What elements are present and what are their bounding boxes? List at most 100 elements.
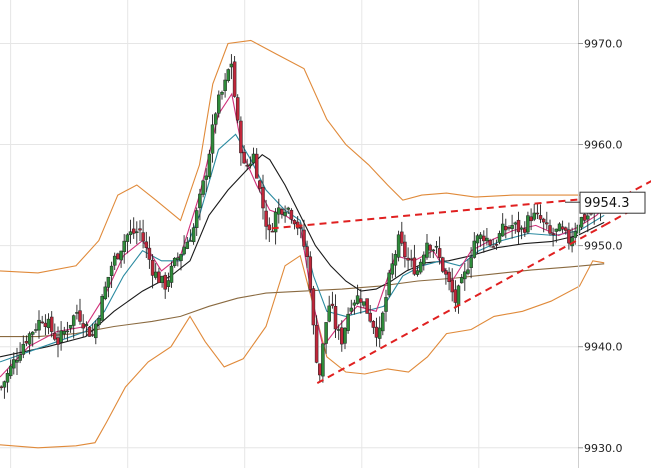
candle[interactable] bbox=[384, 289, 388, 322]
candle[interactable] bbox=[346, 307, 350, 334]
candle[interactable] bbox=[5, 369, 10, 393]
candle[interactable] bbox=[172, 257, 177, 268]
candle[interactable] bbox=[343, 327, 347, 350]
candle[interactable] bbox=[97, 315, 101, 329]
candle[interactable] bbox=[53, 323, 57, 342]
candle[interactable] bbox=[116, 252, 120, 260]
candle[interactable] bbox=[349, 299, 354, 315]
candle[interactable] bbox=[150, 254, 155, 289]
candle[interactable] bbox=[586, 212, 590, 233]
candle[interactable] bbox=[131, 217, 136, 239]
candle[interactable] bbox=[112, 252, 117, 270]
candle[interactable] bbox=[579, 216, 584, 230]
candle[interactable] bbox=[434, 241, 439, 254]
candle[interactable] bbox=[526, 211, 530, 235]
candle[interactable] bbox=[321, 343, 325, 383]
candle[interactable] bbox=[226, 68, 231, 83]
candle[interactable] bbox=[535, 202, 540, 220]
candle[interactable] bbox=[393, 250, 398, 278]
candle[interactable] bbox=[122, 234, 126, 264]
candle[interactable] bbox=[84, 321, 89, 337]
candle[interactable] bbox=[450, 268, 454, 302]
candle[interactable] bbox=[59, 321, 63, 351]
candle[interactable] bbox=[545, 211, 549, 230]
candle[interactable] bbox=[469, 247, 473, 279]
candle[interactable] bbox=[217, 90, 221, 118]
candle[interactable] bbox=[239, 116, 243, 166]
candle[interactable] bbox=[21, 335, 26, 359]
candle[interactable] bbox=[194, 207, 199, 237]
candle[interactable] bbox=[166, 272, 171, 292]
candle[interactable] bbox=[311, 285, 316, 335]
candle[interactable] bbox=[147, 236, 152, 269]
candle[interactable] bbox=[242, 145, 246, 164]
candle[interactable] bbox=[365, 298, 369, 314]
candle[interactable] bbox=[235, 94, 240, 124]
candle[interactable] bbox=[232, 56, 237, 98]
candle[interactable] bbox=[472, 232, 477, 259]
candle[interactable] bbox=[138, 220, 142, 241]
candle[interactable] bbox=[491, 238, 495, 248]
candle[interactable] bbox=[27, 331, 32, 355]
candle[interactable] bbox=[352, 299, 357, 315]
candle[interactable] bbox=[210, 114, 215, 163]
candle[interactable] bbox=[169, 261, 174, 288]
candle[interactable] bbox=[179, 253, 183, 271]
candle[interactable] bbox=[333, 294, 338, 338]
candle[interactable] bbox=[213, 112, 218, 134]
candle[interactable] bbox=[532, 203, 536, 222]
candle[interactable] bbox=[302, 219, 306, 250]
candle[interactable] bbox=[119, 250, 123, 268]
candle[interactable] bbox=[381, 311, 385, 336]
candle[interactable] bbox=[441, 256, 445, 274]
candle[interactable] bbox=[359, 288, 363, 314]
candle[interactable] bbox=[65, 321, 70, 342]
candle[interactable] bbox=[541, 217, 546, 233]
candle[interactable] bbox=[141, 219, 145, 249]
candle[interactable] bbox=[12, 352, 16, 375]
candle[interactable] bbox=[314, 315, 319, 364]
candle[interactable] bbox=[71, 314, 76, 339]
candle[interactable] bbox=[15, 347, 19, 375]
candle[interactable] bbox=[485, 228, 489, 246]
candles[interactable] bbox=[0, 54, 606, 399]
candle[interactable] bbox=[305, 240, 309, 269]
candle[interactable] bbox=[207, 149, 212, 179]
candle[interactable] bbox=[106, 276, 111, 298]
candle[interactable] bbox=[267, 217, 272, 242]
candle[interactable] bbox=[368, 305, 372, 323]
candle[interactable] bbox=[412, 244, 417, 276]
candle[interactable] bbox=[248, 156, 253, 169]
candle[interactable] bbox=[254, 148, 259, 179]
candle[interactable] bbox=[510, 214, 514, 239]
candle[interactable] bbox=[475, 233, 480, 254]
candle[interactable] bbox=[68, 324, 73, 333]
candle[interactable] bbox=[201, 179, 205, 198]
candle[interactable] bbox=[40, 315, 44, 324]
candle[interactable] bbox=[198, 188, 202, 221]
candle[interactable] bbox=[204, 168, 208, 193]
candle[interactable] bbox=[422, 251, 426, 271]
candle[interactable] bbox=[377, 316, 382, 348]
candle[interactable] bbox=[466, 259, 470, 276]
candle[interactable] bbox=[431, 248, 436, 259]
candle[interactable] bbox=[87, 326, 92, 337]
candle[interactable] bbox=[390, 253, 395, 279]
candle[interactable] bbox=[400, 221, 404, 246]
candle[interactable] bbox=[109, 261, 114, 288]
candle[interactable] bbox=[396, 230, 401, 262]
candle[interactable] bbox=[220, 90, 224, 100]
candle[interactable] bbox=[191, 223, 196, 245]
candle[interactable] bbox=[103, 281, 108, 301]
candle[interactable] bbox=[280, 207, 284, 219]
candle[interactable] bbox=[273, 208, 278, 245]
candle[interactable] bbox=[564, 226, 568, 235]
candle[interactable] bbox=[459, 274, 464, 284]
candle[interactable] bbox=[516, 211, 521, 245]
candle[interactable] bbox=[371, 320, 376, 334]
candle[interactable] bbox=[223, 73, 227, 98]
candle[interactable] bbox=[258, 179, 262, 193]
candle[interactable] bbox=[283, 205, 287, 223]
candle[interactable] bbox=[100, 294, 104, 321]
